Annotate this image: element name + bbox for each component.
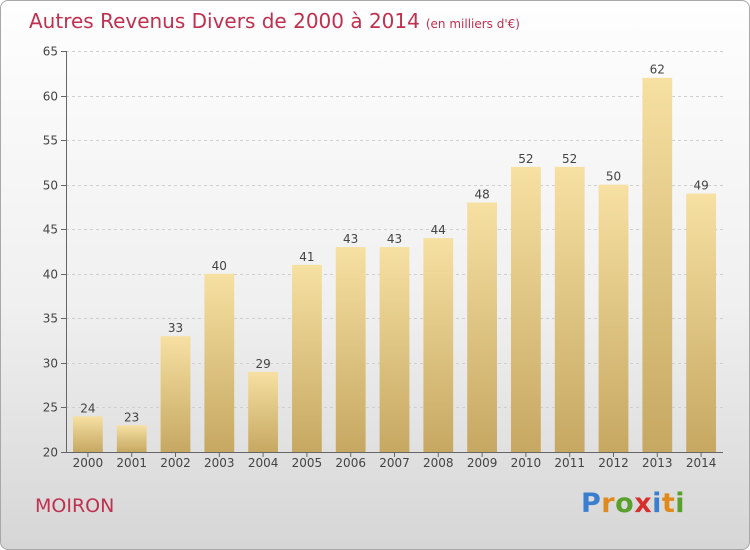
proxiti-logo: Proxiti bbox=[581, 488, 685, 519]
logo-letter: i bbox=[675, 488, 686, 519]
y-tick-label: 25 bbox=[43, 401, 58, 415]
chart-title-main: Autres Revenus Divers de 2000 à 2014 bbox=[29, 9, 420, 33]
x-tick-label: 2014 bbox=[686, 456, 717, 470]
bar-2014 bbox=[686, 193, 716, 453]
y-tick-label: 30 bbox=[43, 357, 58, 371]
y-tick-label: 55 bbox=[43, 134, 58, 148]
bar-2001 bbox=[116, 425, 147, 452]
bar-2000 bbox=[73, 416, 103, 452]
bar-2002 bbox=[160, 336, 191, 452]
logo-letter: x bbox=[634, 488, 653, 519]
bar-2004 bbox=[248, 371, 278, 452]
chart-title-unit: (en milliers d'€) bbox=[425, 17, 520, 31]
x-tick-label: 2004 bbox=[248, 456, 279, 470]
bar-2008 bbox=[423, 238, 454, 452]
bars bbox=[73, 77, 716, 453]
bar-2005 bbox=[292, 264, 322, 452]
bar-2007 bbox=[379, 247, 410, 452]
x-tick-label: 2011 bbox=[554, 456, 585, 470]
data-label: 41 bbox=[299, 250, 314, 264]
logo-letter: o bbox=[615, 488, 635, 519]
x-tick-label: 2013 bbox=[642, 456, 673, 470]
logo-letter: i bbox=[652, 488, 662, 519]
bar-2013 bbox=[642, 77, 673, 452]
x-tick-label: 2012 bbox=[598, 456, 629, 470]
data-label: 52 bbox=[562, 152, 577, 166]
x-tick-label: 2010 bbox=[511, 456, 542, 470]
data-label: 29 bbox=[255, 357, 270, 371]
logo-letter: r bbox=[601, 488, 616, 519]
data-label: 44 bbox=[431, 223, 446, 237]
data-label: 52 bbox=[518, 152, 533, 166]
y-tick-label: 65 bbox=[43, 45, 58, 59]
x-tick-label: 2003 bbox=[204, 456, 235, 470]
x-tick-label: 2009 bbox=[467, 456, 498, 470]
chart-title: Autres Revenus Divers de 2000 à 2014 (en … bbox=[29, 9, 520, 33]
data-label: 43 bbox=[343, 232, 358, 246]
x-tick-label: 2008 bbox=[423, 456, 454, 470]
axes: 20 25 30 35 40 45 50 55 60 65 2000 2001 2002 2003 2004… bbox=[43, 45, 723, 470]
logo-letter: t bbox=[661, 488, 676, 519]
data-label: 62 bbox=[650, 63, 665, 77]
bar-2009 bbox=[467, 202, 497, 452]
logo-letter: P bbox=[581, 488, 602, 519]
data-label: 40 bbox=[212, 259, 227, 273]
data-label: 43 bbox=[387, 232, 402, 246]
bar-2010 bbox=[511, 166, 541, 452]
y-tick-label: 60 bbox=[43, 90, 58, 104]
data-label: 33 bbox=[168, 321, 183, 335]
y-tick-label: 45 bbox=[43, 223, 58, 237]
y-tick-label: 35 bbox=[43, 312, 58, 326]
data-label: 24 bbox=[80, 401, 95, 415]
y-tick-label: 40 bbox=[43, 268, 58, 282]
x-tick-label: 2000 bbox=[73, 456, 104, 470]
data-label: 48 bbox=[474, 187, 489, 201]
x-tick-label: 2006 bbox=[335, 456, 366, 470]
bar-2011 bbox=[554, 166, 585, 452]
data-label: 23 bbox=[124, 410, 139, 424]
x-tick-label: 2001 bbox=[116, 456, 147, 470]
data-labels: 24 23 33 40 29 41 43 43 44 48 52 52 50 62 49 bbox=[80, 63, 708, 425]
data-label: 49 bbox=[693, 179, 708, 193]
x-tick-label: 2007 bbox=[379, 456, 410, 470]
x-tick-label: 2002 bbox=[160, 456, 191, 470]
bar-2003 bbox=[204, 273, 235, 452]
bar-2006 bbox=[335, 247, 366, 452]
town-name: MOIRON bbox=[35, 495, 115, 517]
x-tick-label: 2005 bbox=[292, 456, 323, 470]
y-tick-label: 20 bbox=[43, 446, 58, 460]
y-tick-label: 50 bbox=[43, 179, 58, 193]
data-label: 50 bbox=[606, 170, 621, 184]
bar-2012 bbox=[598, 184, 629, 452]
